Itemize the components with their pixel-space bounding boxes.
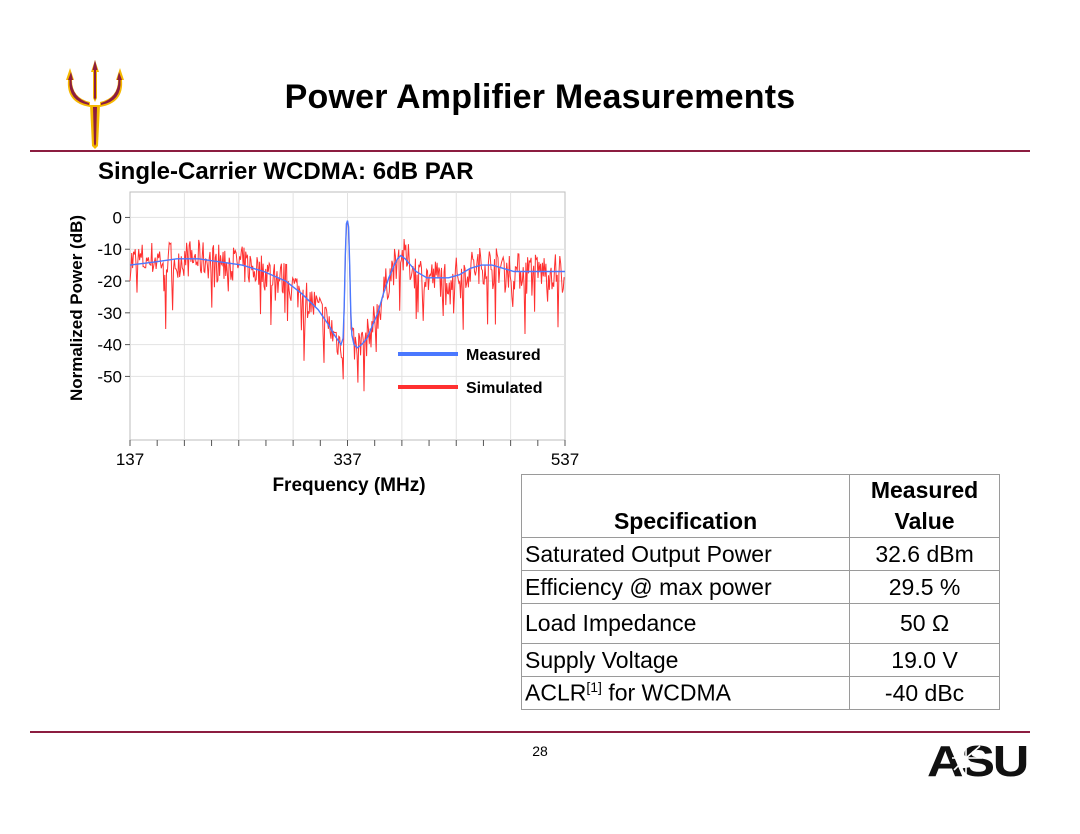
column-header-value: Value xyxy=(894,508,955,534)
pitchfork-icon xyxy=(66,60,124,149)
y-tick-label: 0 xyxy=(113,208,122,227)
spec-text-suffix: for WCDMA xyxy=(601,679,731,706)
spec-cell: Efficiency @ max power xyxy=(520,570,851,604)
spec-cell: Saturated Output Power xyxy=(520,537,851,571)
slide-title: Power Amplifier Measurements xyxy=(284,78,796,116)
spec-text: ACLR xyxy=(525,679,587,706)
x-axis-label: Frequency (MHz) xyxy=(272,475,425,496)
legend-label-simulated: Simulated xyxy=(466,380,542,397)
y-tick-label: -20 xyxy=(97,272,122,291)
y-axis-label: Normalized Power (dB) xyxy=(67,215,86,401)
y-tick-label: -10 xyxy=(97,240,122,259)
value-cell: 50 Ω xyxy=(849,603,1000,644)
asu-logo: ASU xyxy=(927,738,1029,780)
column-header-measured-value: Measured Value xyxy=(849,474,1000,538)
frequency-response-chart: Normalized Power (dB) Frequency (MHz) 0 -… xyxy=(67,191,579,496)
legend-label-measured: Measured xyxy=(466,347,541,364)
x-tick-label: 137 xyxy=(116,450,144,469)
value-cell: 19.0 V xyxy=(849,643,1000,677)
series-measured-line xyxy=(129,220,565,349)
table-row: Efficiency @ max power 29.5 % xyxy=(520,570,1000,604)
value-cell: 32.6 dBm xyxy=(849,537,1000,571)
column-header-specification: Specification xyxy=(520,474,851,538)
table-row: Load Impedance 50 Ω xyxy=(520,603,1000,644)
page-number: 28 xyxy=(532,743,548,759)
table-row: ACLR[1] for WCDMA -40 dBc xyxy=(520,676,1000,710)
y-tick-label: -40 xyxy=(97,336,122,355)
spec-cell: Load Impedance xyxy=(520,603,851,644)
title-divider xyxy=(30,150,1030,152)
column-header-measured: Measured xyxy=(870,477,979,503)
x-tick-label: 337 xyxy=(333,450,361,469)
y-tick-label: -50 xyxy=(97,367,122,386)
value-cell: -40 dBc xyxy=(849,676,1000,710)
asu-logo-text: ASU xyxy=(927,738,1027,780)
table-header-row: Specification Measured Value xyxy=(520,474,1000,538)
table-row: Saturated Output Power 32.6 dBm xyxy=(520,537,1000,571)
footer-divider xyxy=(30,731,1030,733)
spec-cell: ACLR[1] for WCDMA xyxy=(520,676,851,710)
table-row: Supply Voltage 19.0 V xyxy=(520,643,1000,677)
x-tick-label: 537 xyxy=(551,450,579,469)
chart-subtitle: Single-Carrier WCDMA: 6dB PAR xyxy=(98,158,474,185)
spec-table: Specification Measured Value Saturated O… xyxy=(520,474,1000,710)
value-cell: 29.5 % xyxy=(849,570,1000,604)
spec-cell: Supply Voltage xyxy=(520,643,851,677)
footnote-ref: [1] xyxy=(586,679,602,696)
y-tick-label: -30 xyxy=(97,304,122,323)
